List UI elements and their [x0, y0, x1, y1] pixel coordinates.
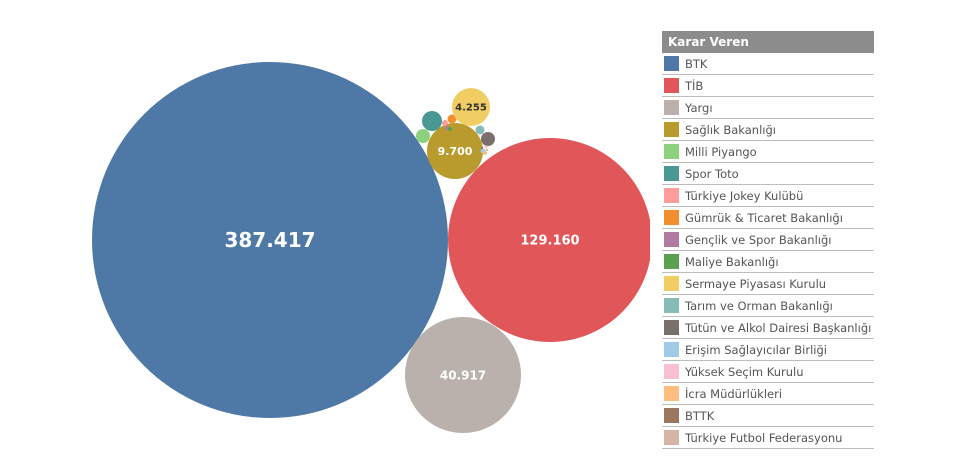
bubble-3[interactable]	[427, 123, 483, 179]
legend-label: Maliye Bakanlığı	[685, 254, 779, 269]
legend-swatch	[664, 364, 679, 379]
legend-item[interactable]: BTK	[662, 53, 874, 75]
bubble-17[interactable]	[485, 148, 489, 152]
legend-label: Tütün ve Alkol Dairesi Başkanlığı	[685, 320, 872, 335]
bubble-15[interactable]	[483, 151, 487, 155]
legend-item[interactable]: İcra Müdürlükleri	[662, 383, 874, 405]
legend-label: Sermaye Piyasası Kurulu	[685, 276, 827, 291]
legend-swatch	[664, 166, 679, 181]
legend-item[interactable]: Gümrük & Ticaret Bakanlığı	[662, 207, 874, 229]
legend-item[interactable]: Maliye Bakanlığı	[662, 251, 874, 273]
legend-item[interactable]: Sermaye Piyasası Kurulu	[662, 273, 874, 295]
legend-item[interactable]: Spor Toto	[662, 163, 874, 185]
legend-item[interactable]: Yargı	[662, 97, 874, 119]
legend-item[interactable]: Erişim Sağlayıcılar Birliği	[662, 339, 874, 361]
legend-label: Tarım ve Orman Bakanlığı	[685, 298, 833, 313]
legend-label: TİB	[685, 78, 704, 93]
legend-swatch	[664, 320, 679, 335]
legend-swatch	[664, 386, 679, 401]
legend-label: BTTK	[685, 408, 715, 423]
legend-label: Spor Toto	[685, 166, 739, 181]
legend-item[interactable]: Tarım ve Orman Bakanlığı	[662, 295, 874, 317]
legend-label: Yargı	[685, 100, 713, 115]
legend-swatch	[664, 232, 679, 247]
legend-label: Gümrük & Ticaret Bakanlığı	[685, 210, 843, 225]
bubble-7[interactable]	[447, 114, 457, 124]
legend-swatch	[664, 298, 679, 313]
legend-item[interactable]: Türkiye Futbol Federasyonu	[662, 427, 874, 449]
bubble-4[interactable]	[416, 129, 430, 143]
legend-label: Sağlık Bakanlığı	[685, 122, 776, 137]
legend-label: Erişim Sağlayıcılar Birliği	[685, 342, 827, 357]
legend: Karar Veren BTK TİB Yargı Sağlık Bakanlığı M…	[662, 31, 874, 449]
legend-swatch	[664, 100, 679, 115]
legend-swatch	[664, 276, 679, 291]
bubble-11[interactable]	[475, 125, 485, 135]
legend-label: Türkiye Jokey Kulübü	[685, 188, 804, 203]
legend-item[interactable]: Gençlik ve Spor Bakanlığı	[662, 229, 874, 251]
bubble-2[interactable]	[405, 317, 521, 433]
legend-item[interactable]: TİB	[662, 75, 874, 97]
legend-title: Karar Veren	[662, 31, 874, 53]
bubble-10[interactable]	[452, 88, 490, 126]
legend-label: Gençlik ve Spor Bakanlığı	[685, 232, 832, 247]
legend-swatch	[664, 56, 679, 71]
legend-swatch	[664, 144, 679, 159]
legend-swatch	[664, 188, 679, 203]
bubble-label: 387.417	[224, 228, 315, 252]
legend-item[interactable]: Milli Piyango	[662, 141, 874, 163]
legend-label: Yüksek Seçim Kurulu	[685, 364, 804, 379]
bubble-label: 40.917	[440, 368, 486, 382]
legend-swatch	[664, 78, 679, 93]
bubble-14[interactable]	[484, 145, 488, 149]
legend-swatch	[664, 122, 679, 137]
legend-swatch	[664, 210, 679, 225]
legend-label: Türkiye Futbol Federasyonu	[685, 430, 843, 445]
legend-item[interactable]: Tütün ve Alkol Dairesi Başkanlığı	[662, 317, 874, 339]
legend-label: İcra Müdürlükleri	[685, 386, 783, 401]
bubble-label: 4.255	[455, 103, 487, 114]
legend-swatch	[664, 254, 679, 269]
legend-item[interactable]: Sağlık Bakanlığı	[662, 119, 874, 141]
legend-label: BTK	[685, 56, 708, 71]
bubble-chart: 387.417 129.160 40.917 9.700 4.255	[92, 62, 650, 433]
legend-swatch	[664, 430, 679, 445]
bubble-12[interactable]	[481, 132, 495, 146]
bubble-1[interactable]	[448, 138, 650, 342]
bubble-5[interactable]	[422, 111, 442, 131]
legend-swatch	[664, 408, 679, 423]
bubble-6[interactable]	[442, 120, 448, 126]
bubble-0[interactable]	[92, 62, 448, 418]
legend-swatch	[664, 342, 679, 357]
bubble-9[interactable]	[448, 127, 452, 131]
legend-label: Milli Piyango	[685, 144, 757, 159]
bubble-16[interactable]	[480, 146, 484, 150]
bubble-label: 9.700	[438, 145, 473, 158]
bubble-label: 129.160	[520, 234, 579, 249]
legend-item[interactable]: BTTK	[662, 405, 874, 427]
legend-item[interactable]: Yüksek Seçim Kurulu	[662, 361, 874, 383]
legend-item[interactable]: Türkiye Jokey Kulübü	[662, 185, 874, 207]
